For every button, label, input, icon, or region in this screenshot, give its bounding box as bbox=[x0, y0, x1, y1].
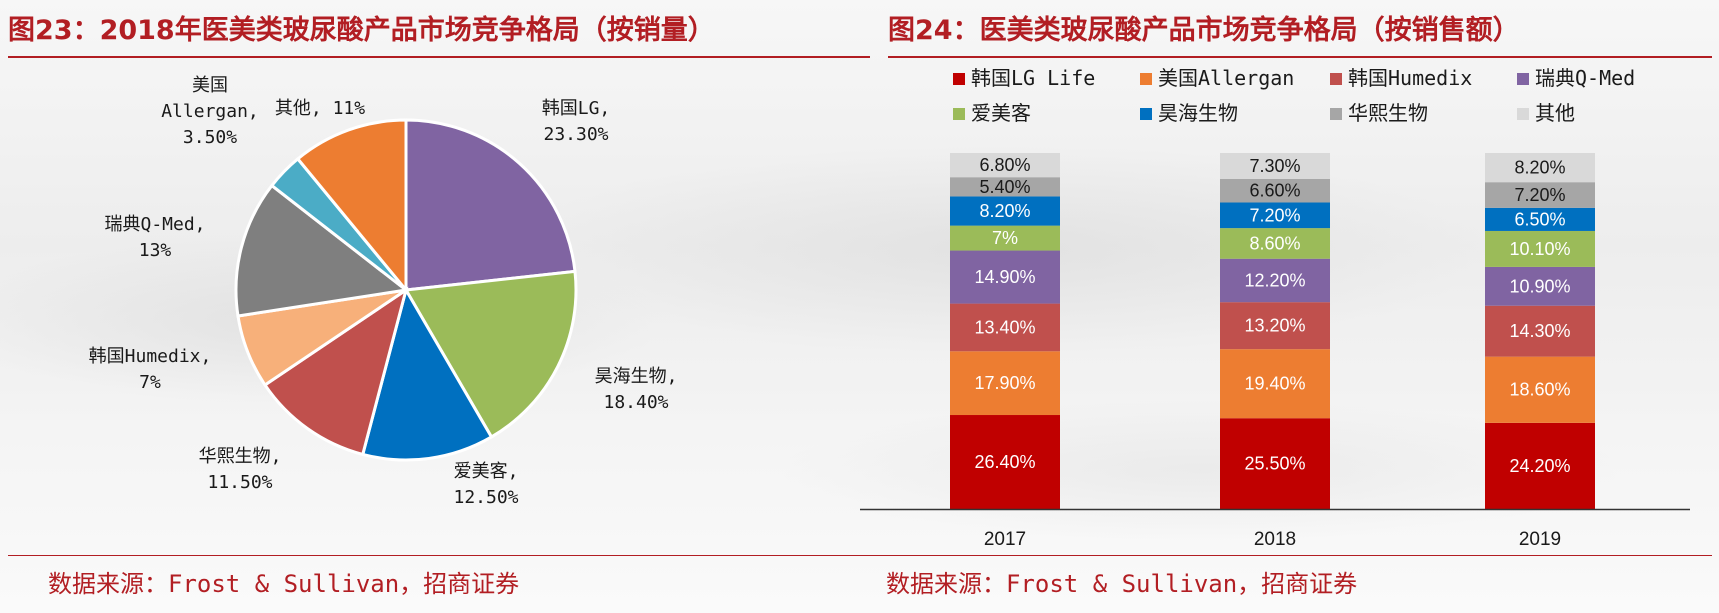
bar-segment bbox=[1485, 182, 1595, 208]
bar-data-label: 26.40% bbox=[974, 452, 1035, 472]
bar-data-label: 7.30% bbox=[1249, 156, 1300, 176]
legend-label: 昊海生物 bbox=[1158, 101, 1238, 125]
bar-data-label: 10.90% bbox=[1509, 276, 1570, 296]
bar-data-label: 6.60% bbox=[1249, 181, 1300, 201]
pie-slice-label: 瑞典Q-Med, 13% bbox=[104, 214, 205, 261]
bar-segment bbox=[1220, 178, 1330, 203]
pie-slice bbox=[262, 286, 409, 457]
title-divider-right bbox=[888, 56, 1712, 58]
bar-segment bbox=[950, 351, 1060, 416]
bar-data-label: 12.20% bbox=[1244, 270, 1305, 290]
legend-label: 华熙生物 bbox=[1348, 101, 1428, 125]
bar-data-label: 7% bbox=[992, 228, 1018, 248]
pie-chart: 韩国LG, 23.30% 昊海生物, 18.40% 爱美客, 12.50% 华熙生物, 11.… bbox=[89, 75, 678, 508]
bar-data-label: 24.20% bbox=[1509, 456, 1570, 476]
pie-slice bbox=[234, 183, 410, 318]
legend-label: 韩国Humedix bbox=[1348, 66, 1472, 90]
bar-data-label: 19.40% bbox=[1244, 374, 1305, 394]
footer-divider bbox=[8, 555, 1712, 556]
bar-data-label: 18.60% bbox=[1509, 380, 1570, 400]
bar-segment bbox=[950, 153, 1060, 178]
bar-segment bbox=[1220, 202, 1330, 229]
bar-segment bbox=[950, 196, 1060, 226]
legend-label: 爱美客 bbox=[971, 101, 1031, 125]
pie-slice-label: 美国 Allergan, 3.50% bbox=[161, 75, 259, 148]
bar-segment bbox=[1220, 349, 1330, 419]
bar-segment bbox=[1220, 258, 1330, 303]
bar-data-label: 14.30% bbox=[1509, 321, 1570, 341]
x-tick-label: 2018 bbox=[1254, 529, 1296, 550]
legend-swatch bbox=[1330, 73, 1342, 85]
legend-label: 美国Allergan bbox=[1158, 66, 1294, 90]
bar-data-label: 13.20% bbox=[1244, 316, 1305, 336]
x-tick-label: 2019 bbox=[1519, 529, 1561, 550]
legend-label: 瑞典Q-Med bbox=[1535, 66, 1635, 90]
bar-segment bbox=[1485, 266, 1595, 306]
bar-segment bbox=[950, 250, 1060, 304]
bar-data-label: 14.90% bbox=[974, 267, 1035, 287]
legend-swatch bbox=[953, 108, 965, 120]
bar-data-label: 10.10% bbox=[1509, 239, 1570, 259]
legend-swatch bbox=[1517, 73, 1529, 85]
bar-segment bbox=[950, 177, 1060, 197]
pie-slice bbox=[404, 118, 577, 292]
pie-slice-label: 华熙生物, 11.50% bbox=[199, 446, 282, 493]
legend-label: 其他 bbox=[1535, 101, 1575, 125]
bar-segment bbox=[1485, 305, 1595, 357]
bar-data-label: 6.50% bbox=[1514, 209, 1565, 229]
title-divider-left bbox=[8, 56, 870, 58]
pie-chart-source: 数据来源：Frost & Sullivan，招商证券 bbox=[48, 570, 520, 598]
pie-slice-label: 爱美客, 12.50% bbox=[453, 461, 518, 508]
pie-slice bbox=[403, 269, 578, 440]
legend-swatch bbox=[1517, 108, 1529, 120]
pie-slice-label: 韩国LG, 23.30% bbox=[542, 98, 611, 145]
pie-slice-label: 昊海生物, 18.40% bbox=[595, 366, 678, 413]
bar-data-label: 5.40% bbox=[979, 177, 1030, 197]
legend-swatch bbox=[1140, 108, 1152, 120]
bar-segment bbox=[1220, 153, 1330, 179]
bar-chart-title: 图24：医美类玻尿酸产品市场竞争格局（按销售额） bbox=[888, 15, 1520, 46]
bar-segment bbox=[1220, 418, 1330, 509]
bar-data-label: 8.60% bbox=[1249, 233, 1300, 253]
pie-slice bbox=[295, 118, 408, 295]
legend-swatch bbox=[1330, 108, 1342, 120]
bar-data-label: 13.40% bbox=[974, 317, 1035, 337]
bar-data-label: 6.80% bbox=[979, 155, 1030, 175]
legend-swatch bbox=[1140, 73, 1152, 85]
bar-data-label: 17.90% bbox=[974, 373, 1035, 393]
bar-segment bbox=[1220, 302, 1330, 350]
bar-segment bbox=[950, 303, 1060, 352]
bar-data-label: 8.20% bbox=[979, 201, 1030, 221]
bar-data-label: 8.20% bbox=[1514, 158, 1565, 178]
bar-segment bbox=[950, 415, 1060, 509]
x-tick-label: 2017 bbox=[984, 529, 1026, 550]
legend-swatch bbox=[953, 73, 965, 85]
bar-segment bbox=[1485, 153, 1595, 183]
bar-data-label: 7.20% bbox=[1249, 205, 1300, 225]
bar-segment bbox=[1485, 356, 1595, 423]
bar-data-label: 7.20% bbox=[1514, 185, 1565, 205]
bar-segment bbox=[1220, 228, 1330, 259]
bar-segment bbox=[1485, 230, 1595, 267]
bar-chart-source: 数据来源：Frost & Sullivan，招商证券 bbox=[886, 570, 1358, 598]
stacked-bar-chart: 韩国LG Life 美国Allergan 韩国Humedix 瑞典Q-Med 爱美客 昊海… bbox=[860, 66, 1690, 550]
pie-slice-label: 韩国Humedix, 7% bbox=[89, 346, 212, 393]
pie-slice-label: 其他, 11% bbox=[275, 98, 365, 119]
bar-segment bbox=[1485, 207, 1595, 231]
bar-segment bbox=[950, 225, 1060, 251]
pie-chart-title: 图23：2018年医美类玻尿酸产品市场竞争格局（按销量） bbox=[8, 15, 715, 46]
legend-label: 韩国LG Life bbox=[971, 66, 1095, 90]
bar-segment bbox=[1485, 422, 1595, 509]
bar-data-label: 25.50% bbox=[1244, 454, 1305, 474]
